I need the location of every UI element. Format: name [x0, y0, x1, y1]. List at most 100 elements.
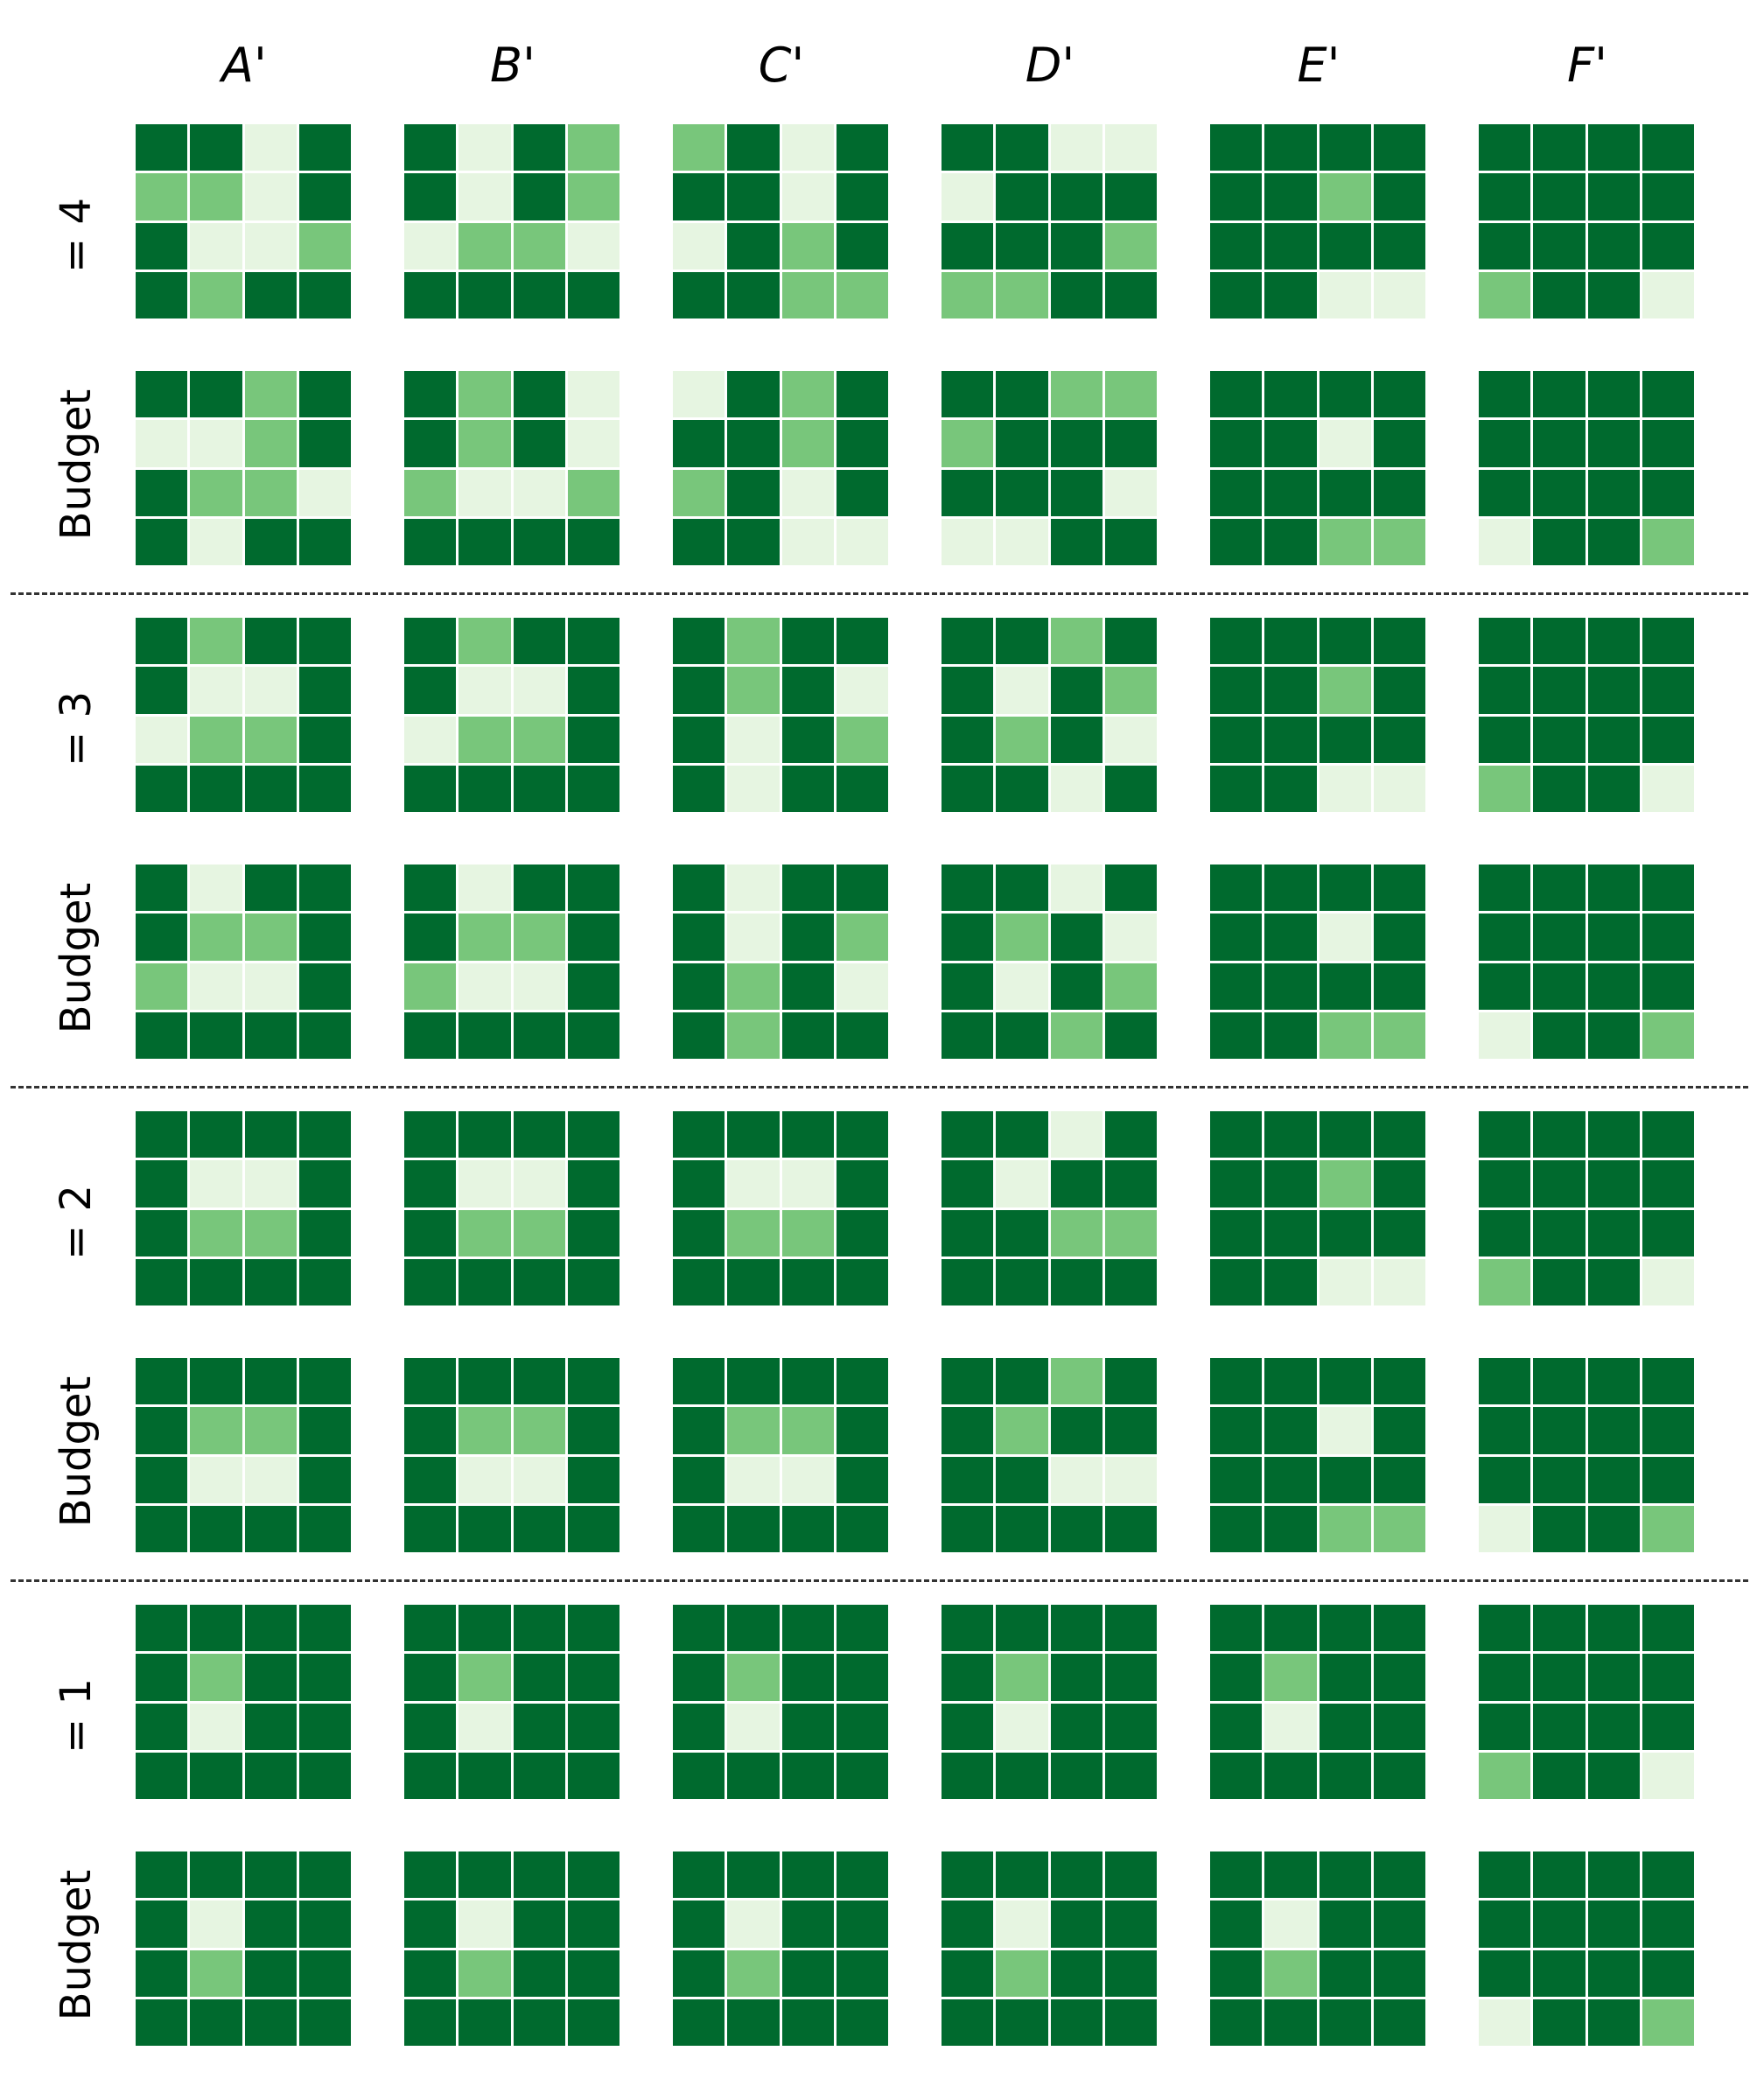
grid-cell — [1587, 765, 1640, 812]
grid-cell — [244, 864, 297, 912]
grid-cell — [673, 1654, 725, 1701]
grid-cell — [404, 1160, 457, 1208]
grid-cell — [781, 124, 834, 172]
grid-cell — [673, 667, 725, 714]
grid-cell — [996, 1012, 1048, 1059]
grid-cell — [1319, 1012, 1371, 1059]
grid-cell — [1587, 864, 1640, 912]
grid-cell — [1104, 1852, 1157, 1899]
grid-cell — [1479, 124, 1531, 172]
row-label-budget-1: Budget — [52, 1869, 101, 2021]
grid-cell — [298, 1654, 351, 1701]
grid-cell — [298, 173, 351, 220]
grid-cell — [673, 469, 725, 516]
grid-cell — [244, 1358, 297, 1405]
grid-cell — [1264, 173, 1317, 220]
grid-cell — [298, 618, 351, 665]
grid-cell — [1587, 962, 1640, 1010]
grid-cell — [942, 1407, 994, 1454]
grid-cell — [781, 1160, 834, 1208]
grid-cell — [836, 1654, 888, 1701]
grid-cell — [136, 1998, 188, 2046]
grid-cell — [1050, 420, 1102, 467]
grid-cell — [1210, 667, 1263, 714]
grid-cell — [1533, 914, 1586, 961]
grid-row8-a — [136, 1852, 351, 2046]
grid-cell — [567, 1111, 620, 1158]
grid-cell — [404, 124, 457, 172]
grid-row3-d — [942, 618, 1157, 812]
grid-cell — [1533, 518, 1586, 565]
grid-cell — [1210, 1012, 1263, 1059]
grid-cell — [513, 1605, 565, 1652]
grid-cell — [458, 222, 511, 270]
grid-cell — [1479, 1209, 1531, 1256]
grid-row5-b — [404, 1111, 620, 1306]
grid-cell — [781, 173, 834, 220]
grid-cell — [1210, 962, 1263, 1010]
grid-cell — [190, 1654, 242, 1701]
grid-cell — [190, 222, 242, 270]
grid-cell — [836, 716, 888, 763]
grid-cell — [727, 765, 780, 812]
grid-cell — [244, 1505, 297, 1552]
grid-cell — [567, 1160, 620, 1208]
grid-cell — [1533, 1258, 1586, 1306]
grid-cell — [836, 1111, 888, 1158]
grid-cell — [1533, 1111, 1586, 1158]
grid-row2-d — [942, 371, 1157, 565]
grid-cell — [1373, 1358, 1425, 1405]
grid-cell — [1104, 1998, 1157, 2046]
grid-cell — [513, 1358, 565, 1405]
grid-cell — [727, 1012, 780, 1059]
grid-cell — [1642, 1407, 1694, 1454]
grid-cell — [404, 1505, 457, 1552]
grid-cell — [458, 1752, 511, 1799]
grid-cell — [996, 1456, 1048, 1503]
grid-cell — [1319, 1950, 1371, 1997]
grid-cell — [513, 667, 565, 714]
grid-cell — [567, 173, 620, 220]
grid-cell — [458, 962, 511, 1010]
grid-cell — [244, 1654, 297, 1701]
grid-cell — [458, 1703, 511, 1750]
grid-row7-e — [1210, 1605, 1425, 1799]
grid-cell — [1479, 618, 1531, 665]
grid-cell — [404, 469, 457, 516]
grid-cell — [781, 864, 834, 912]
grid-row4-e — [1210, 864, 1425, 1059]
grid-cell — [996, 914, 1048, 961]
grid-cell — [567, 1456, 620, 1503]
grid-cell — [1319, 420, 1371, 467]
row-label-eq-1: = 1 — [52, 1678, 101, 1754]
grid-cell — [836, 222, 888, 270]
grid-cell — [1264, 371, 1317, 418]
grid-cell — [996, 1900, 1048, 1948]
grid-cell — [513, 1998, 565, 2046]
grid-cell — [781, 1900, 834, 1948]
grid-cell — [1642, 1950, 1694, 1997]
grid-cell — [458, 271, 511, 318]
grid-cell — [513, 765, 565, 812]
grid-cell — [1264, 716, 1317, 763]
grid-cell — [244, 124, 297, 172]
grid-cell — [136, 1456, 188, 1503]
grid-cell — [1210, 1703, 1263, 1750]
grid-cell — [1587, 124, 1640, 172]
grid-cell — [1373, 1160, 1425, 1208]
grid-cell — [836, 1950, 888, 1997]
grid-cell — [1533, 618, 1586, 665]
grid-cell — [1642, 222, 1694, 270]
grid-cell — [1050, 914, 1102, 961]
grid-cell — [1642, 1852, 1694, 1899]
grid-cell — [1642, 864, 1694, 912]
grid-cell — [1319, 1358, 1371, 1405]
grid-cell — [1479, 371, 1531, 418]
grid-cell — [673, 371, 725, 418]
grid-cell — [1264, 1258, 1317, 1306]
grid-row1-a — [136, 124, 351, 318]
grid-cell — [136, 271, 188, 318]
grid-cell — [1642, 1900, 1694, 1948]
grid-cell — [727, 1407, 780, 1454]
grid-row7-d — [942, 1605, 1157, 1799]
